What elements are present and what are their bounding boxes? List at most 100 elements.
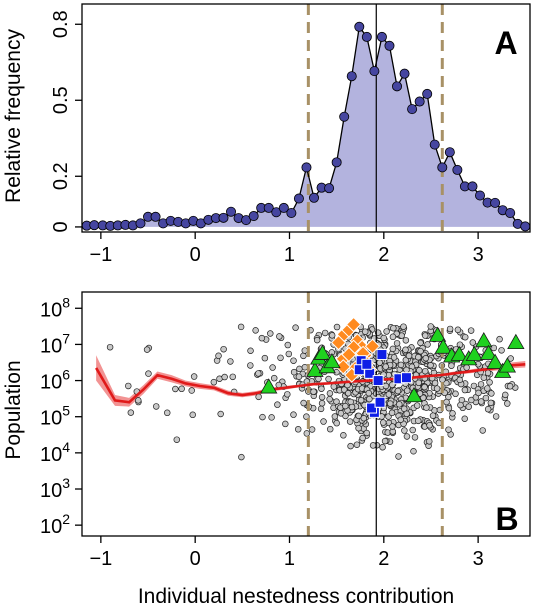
population-point (431, 379, 439, 387)
population-point (456, 341, 464, 348)
population-point (396, 401, 403, 408)
population-point (220, 345, 227, 353)
green-triangle-marker (486, 353, 504, 369)
population-point (261, 354, 269, 362)
population-point (421, 383, 428, 391)
population-point (237, 323, 245, 331)
population-point (427, 362, 434, 369)
population-point (461, 386, 469, 394)
population-point (426, 422, 433, 429)
population-point (300, 352, 307, 360)
frequency-point (301, 162, 312, 173)
panel-a-frequency-points (81, 21, 531, 232)
population-point (479, 427, 486, 434)
population-point (454, 326, 462, 334)
population-point (413, 402, 421, 409)
population-point (405, 352, 413, 360)
x-axis-label: Individual nestedness contribution (138, 585, 454, 608)
frequency-point (520, 221, 531, 232)
panel-a-area-fill (86, 26, 526, 227)
population-point (402, 356, 410, 364)
population-point (355, 412, 362, 420)
population-point (426, 438, 433, 445)
green-triangle-marker (260, 378, 278, 394)
population-point (480, 374, 488, 381)
frequency-point (475, 190, 486, 201)
population-point (303, 430, 311, 437)
population-point (403, 387, 411, 394)
population-point (402, 337, 410, 344)
panel-b-y-tick-label: 108 (40, 294, 70, 321)
population-point (452, 390, 459, 398)
population-point (477, 381, 485, 388)
population-point (342, 402, 349, 410)
population-point (484, 385, 491, 392)
population-point (210, 378, 218, 386)
population-point (389, 423, 396, 430)
population-point (346, 418, 354, 425)
population-point (397, 416, 404, 424)
panel-a-x-tick-label: 1 (284, 244, 295, 266)
population-point (380, 334, 388, 342)
population-point (409, 426, 416, 434)
panel-a-y-tick-label: 0.5 (50, 86, 72, 114)
population-point (389, 345, 397, 353)
population-point (274, 401, 281, 408)
population-point (433, 385, 441, 392)
population-point (477, 398, 485, 405)
population-point (347, 442, 354, 450)
panel-b-highlight-markers (260, 316, 525, 418)
green-triangle-marker (479, 344, 498, 360)
panel-b-x-tick-label: 0 (190, 548, 201, 570)
population-point (394, 387, 402, 395)
panel-b-y-axis-label: Population (2, 360, 25, 459)
population-point (463, 364, 470, 371)
frequency-point (490, 197, 501, 208)
frequency-area (86, 26, 526, 227)
panel-b-x-tick-label: −1 (89, 548, 112, 570)
green-triangle-marker (405, 386, 423, 403)
panel-b-trend-line (95, 362, 526, 404)
panel-b-y-tick-label: 105 (40, 403, 70, 430)
population-point (401, 427, 408, 434)
population-point (469, 339, 477, 346)
panel-a-reference-lines (306, 4, 444, 232)
population-point (294, 426, 302, 433)
population-point (456, 376, 463, 384)
panel-b-y-tick-label: 104 (40, 439, 70, 466)
population-point (467, 327, 475, 334)
population-point (276, 333, 283, 340)
population-point (317, 405, 325, 413)
panel-b-y-tick-label: 102 (40, 511, 70, 538)
population-point (227, 358, 234, 365)
population-point (290, 368, 298, 376)
panel-b-x-tick-label: 2 (378, 548, 389, 570)
population-point (385, 391, 393, 398)
population-point (376, 359, 383, 366)
population-point (502, 391, 509, 399)
orange-diamond-marker (364, 338, 381, 354)
frequency-point (286, 207, 297, 218)
population-point (301, 347, 309, 354)
population-point (415, 379, 422, 387)
population-point (318, 385, 325, 393)
population-point (421, 332, 429, 339)
population-point (424, 341, 431, 348)
population-point (290, 411, 297, 418)
green-triangle-marker (428, 326, 447, 342)
panel-b-x-axis: −1 0 1 2 3 (89, 536, 484, 570)
population-point (172, 385, 179, 393)
population-point (403, 366, 410, 374)
population-point (178, 385, 185, 393)
frequency-point (429, 139, 440, 150)
frequency-point (218, 212, 229, 223)
panel-a-letter: A (494, 25, 517, 61)
population-point (382, 363, 389, 370)
population-point (318, 400, 326, 407)
population-point (296, 365, 303, 373)
frequency-point (263, 202, 274, 213)
population-point (445, 426, 452, 433)
population-point (486, 379, 493, 386)
panel-b-plot-frame (81, 291, 531, 537)
